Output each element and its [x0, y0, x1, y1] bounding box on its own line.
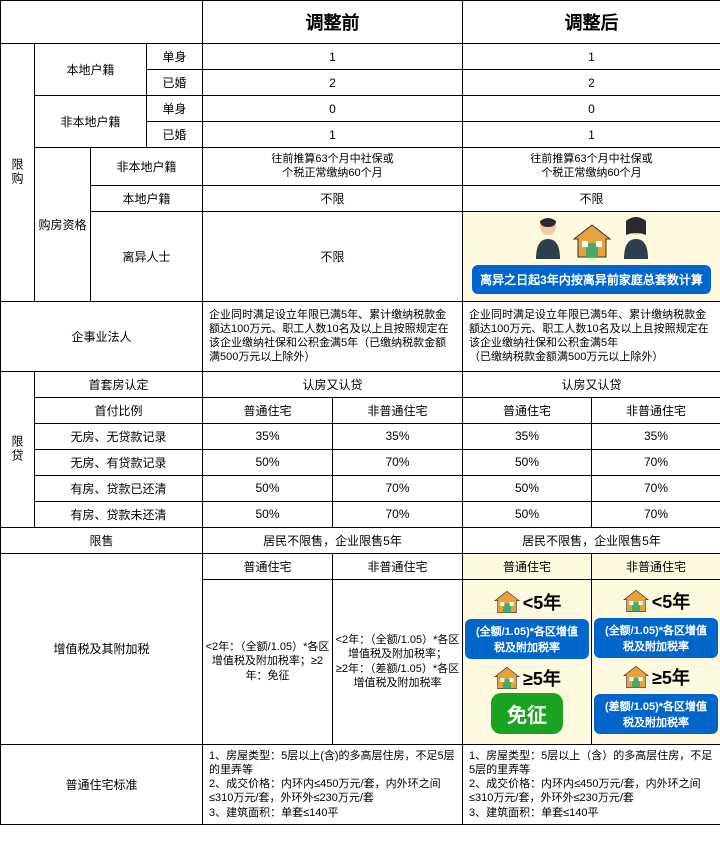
header-after: 调整后 — [463, 1, 720, 44]
corp-before: 企业同时满足设立年限已满5年、累计缴纳税款金额达100万元、职工人数10名及以上… — [203, 301, 463, 371]
cell-val: 2 — [203, 70, 463, 96]
loan-cell: 50% — [203, 475, 333, 501]
sale-before: 居民不限售，企业限售5年 — [203, 527, 463, 553]
loan-cell: 70% — [592, 475, 720, 501]
ge5-label: ≥5年 — [523, 665, 561, 691]
loan-cell: 35% — [592, 423, 720, 449]
qual-nonlocal-after: 往前推算63个月中社保或 个税正常缴纳60个月 — [463, 148, 720, 186]
loan-renfang-before: 认房又认贷 — [203, 371, 463, 397]
loan-nonord: 非普通住宅 — [333, 397, 463, 423]
house-icon — [622, 589, 650, 613]
header-blank — [1, 1, 203, 44]
std-label: 普通住宅标准 — [1, 744, 203, 824]
qual-local-after: 不限 — [463, 185, 720, 211]
loan-cell: 50% — [463, 449, 592, 475]
sale-after: 居民不限售，企业限售5年 — [463, 527, 720, 553]
nonlocal-single: 单身 — [147, 96, 203, 122]
loan-cell: 35% — [463, 423, 592, 449]
qual-divorced-label: 离异人士 — [91, 211, 203, 301]
nonlocal-married: 已婚 — [147, 122, 203, 148]
loan-cell: 70% — [592, 501, 720, 527]
header-row: 调整前 调整后 — [1, 1, 720, 44]
corp-label: 企事业法人 — [1, 301, 203, 371]
loan-firsthome: 首套房认定 — [35, 371, 203, 397]
tax-full-pill: (全额/1.05)*各区增值税及附加税率 — [594, 618, 718, 658]
divorced-pill: 离异之日起3年内按离异前家庭总套数计算 — [472, 265, 711, 294]
loan-cell: 50% — [463, 501, 592, 527]
loan-row-label: 无房、有贷款记录 — [35, 449, 203, 475]
qual-divorced-before: 不限 — [203, 211, 463, 301]
tax-ord-hdr: 普通住宅 — [203, 553, 333, 579]
lt5-label: <5年 — [523, 589, 562, 615]
tax-exempt-pill: 免征 — [491, 693, 563, 734]
loan-renfang-after: 认房又认贷 — [463, 371, 720, 397]
cell-val: 1 — [203, 122, 463, 148]
policy-table: 调整前 调整后 限购 本地户籍 单身 1 1 已婚 2 2 非本地户籍 单身 0… — [0, 0, 720, 825]
loan-cell: 70% — [333, 475, 463, 501]
loan-cell: 50% — [203, 501, 333, 527]
loan-row-label: 有房、贷款未还清 — [35, 501, 203, 527]
tax-before-ord: <2年：（全额/1.05）*各区增值税及附加税率；≥2年：免征 — [203, 579, 333, 744]
qual-divorced-after: 离异之日起3年内按离异前家庭总套数计算 — [463, 211, 720, 301]
loan-nonord: 非普通住宅 — [592, 397, 720, 423]
loan-row-label: 无房、无贷款记录 — [35, 423, 203, 449]
cell-val: 2 — [463, 70, 720, 96]
loan-cell: 35% — [203, 423, 333, 449]
tax-after-nonord: <5年 (全额/1.05)*各区增值税及附加税率 ≥5年 (差额/1.05)*各… — [592, 579, 720, 744]
header-before: 调整前 — [203, 1, 463, 44]
qual-nonlocal-label: 非本地户籍 — [91, 148, 203, 186]
house-icon — [493, 666, 521, 690]
sale-label: 限售 — [1, 527, 203, 553]
house-icon — [572, 223, 612, 259]
tax-full-pill: (全额/1.05)*各区增值税及附加税率 — [465, 619, 589, 659]
lt5-label: <5年 — [652, 588, 691, 614]
tax-diff-pill: (差额/1.05)*各区增值税及附加税率 — [594, 694, 718, 734]
tax-label: 增值税及其附加税 — [1, 553, 203, 744]
house-icon — [622, 665, 650, 689]
corp-after: 企业同时满足设立年限已满5年、累计缴纳税款金额达100万元、职工人数10名及以上… — [463, 301, 720, 371]
house-icon — [493, 590, 521, 614]
woman-icon — [618, 217, 654, 259]
qual-local-label: 本地户籍 — [91, 185, 203, 211]
cell-val: 1 — [463, 44, 720, 70]
loan-cell: 50% — [203, 449, 333, 475]
local-single: 单身 — [147, 44, 203, 70]
tax-after-ord: <5年 (全额/1.05)*各区增值税及附加税率 ≥5年 免征 — [463, 579, 592, 744]
qual-nonlocal-before: 往前推算63个月中社保或 个税正常缴纳60个月 — [203, 148, 463, 186]
local-married: 已婚 — [147, 70, 203, 96]
loan-row-label: 有房、贷款已还清 — [35, 475, 203, 501]
loan-cell: 70% — [592, 449, 720, 475]
tax-nonord-hdr: 非普通住宅 — [592, 553, 720, 579]
nonlocal-label: 非本地户籍 — [35, 96, 147, 148]
std-before: 1、房屋类型：5层以上(含)的多高层住房，不足5层的里弄等 2、成交价格：内环内… — [203, 744, 463, 824]
loan-ord: 普通住宅 — [203, 397, 333, 423]
qual-label: 购房资格 — [35, 148, 91, 302]
loan-cell: 70% — [333, 501, 463, 527]
loan-cell: 70% — [333, 449, 463, 475]
limitbuy-label: 限购 — [1, 44, 35, 302]
cell-val: 1 — [203, 44, 463, 70]
cell-val: 0 — [463, 96, 720, 122]
tax-before-nonord: <2年：（全额/1.05）*各区增值税及附加税率； ≥2年：（差额/1.05）*… — [333, 579, 463, 744]
tax-nonord-hdr: 非普通住宅 — [333, 553, 463, 579]
loan-label: 限贷 — [1, 371, 35, 527]
man-icon — [530, 217, 566, 259]
cell-val: 0 — [203, 96, 463, 122]
loan-ord: 普通住宅 — [463, 397, 592, 423]
loan-down-label: 首付比例 — [35, 397, 203, 423]
tax-ord-hdr: 普通住宅 — [463, 553, 592, 579]
local-label: 本地户籍 — [35, 44, 147, 96]
ge5-label: ≥5年 — [652, 664, 690, 690]
qual-local-before: 不限 — [203, 185, 463, 211]
cell-val: 1 — [463, 122, 720, 148]
std-after: 1、房屋类型：5层以上（含）的多高层住房，不足5层的里弄等 2、成交价格：内环内… — [463, 744, 720, 824]
loan-cell: 35% — [333, 423, 463, 449]
loan-cell: 50% — [463, 475, 592, 501]
